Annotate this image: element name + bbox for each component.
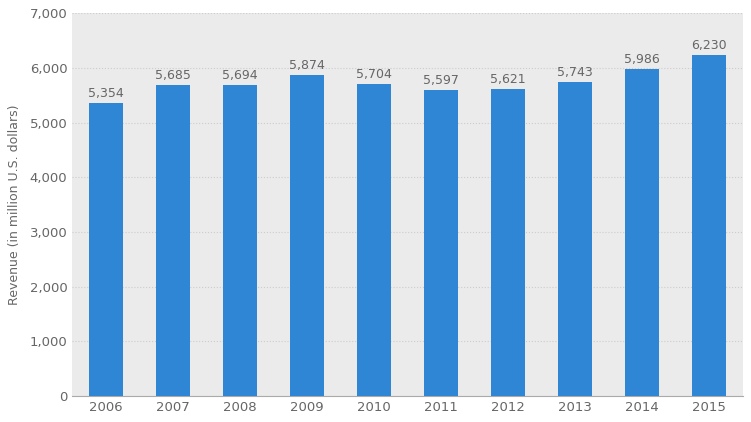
Bar — [424, 90, 458, 396]
Text: 5,354: 5,354 — [88, 87, 124, 100]
Bar — [156, 85, 189, 396]
Bar — [357, 84, 391, 396]
Text: 5,597: 5,597 — [423, 74, 459, 87]
Text: 5,694: 5,694 — [222, 69, 258, 82]
Bar — [608, 14, 676, 396]
Text: 5,743: 5,743 — [557, 66, 593, 79]
Bar — [207, 14, 273, 396]
Bar — [408, 14, 475, 396]
Bar — [626, 69, 659, 396]
Text: 5,685: 5,685 — [155, 69, 191, 82]
Text: 6,230: 6,230 — [692, 39, 727, 52]
Bar — [72, 14, 140, 396]
Bar — [273, 14, 340, 396]
Y-axis label: Revenue (in million U.S. dollars): Revenue (in million U.S. dollars) — [8, 104, 21, 305]
Bar — [558, 82, 592, 396]
Bar — [491, 89, 525, 396]
Text: 5,704: 5,704 — [356, 68, 392, 81]
Text: 5,986: 5,986 — [624, 53, 660, 66]
Bar — [340, 14, 408, 396]
Bar — [89, 103, 122, 396]
Bar — [692, 55, 726, 396]
Bar — [541, 14, 608, 396]
Bar — [475, 14, 541, 396]
Text: 5,621: 5,621 — [490, 73, 526, 86]
Bar — [290, 75, 324, 396]
Text: 5,874: 5,874 — [289, 59, 325, 72]
Bar — [676, 14, 743, 396]
Bar — [223, 85, 257, 396]
Bar — [140, 14, 207, 396]
